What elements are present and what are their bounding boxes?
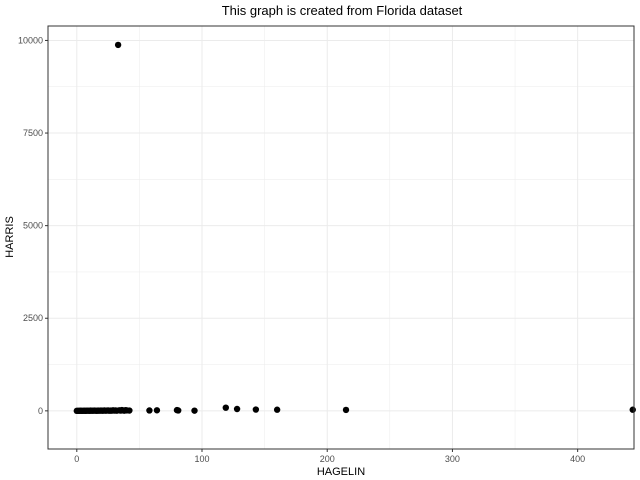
panel-border <box>47 25 635 450</box>
data-point <box>222 404 230 411</box>
data-point <box>273 406 281 413</box>
grid-lines <box>48 26 634 449</box>
x-tick-label: 0 <box>74 454 79 464</box>
data-points <box>73 41 636 415</box>
data-point <box>629 406 636 413</box>
y-tick-label: 10000 <box>18 35 43 45</box>
data-point <box>233 405 241 413</box>
data-point <box>114 41 122 49</box>
x-axis-ticks: 0 100 200 300 400 <box>74 449 585 464</box>
y-tick-label: 7500 <box>23 128 43 138</box>
y-tick-label: 5000 <box>23 221 43 231</box>
data-point <box>153 407 161 414</box>
data-point <box>342 406 350 414</box>
data-point <box>175 407 182 414</box>
data-point <box>252 406 260 413</box>
y-axis-title: HARRIS <box>4 216 16 258</box>
data-point <box>146 407 153 414</box>
x-tick-label: 400 <box>570 454 585 464</box>
data-point <box>191 407 198 414</box>
data-point <box>126 407 133 414</box>
x-tick-label: 200 <box>320 454 335 464</box>
y-axis-ticks: 0 2500 5000 7500 10000 <box>18 35 48 416</box>
x-tick-label: 300 <box>445 454 460 464</box>
x-axis-title: HAGELIN <box>317 466 365 478</box>
y-tick-label: 0 <box>38 406 43 416</box>
y-tick-label: 2500 <box>23 313 43 323</box>
x-tick-label: 100 <box>194 454 209 464</box>
chart-title: This graph is created from Florida datas… <box>222 3 463 18</box>
